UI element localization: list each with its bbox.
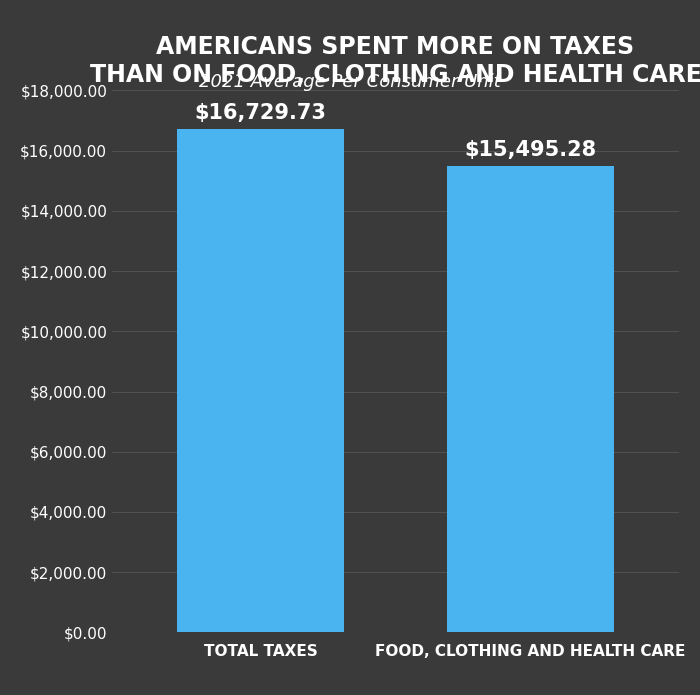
Text: 2021 Average Per Consumer Unit: 2021 Average Per Consumer Unit (199, 73, 500, 91)
Bar (447, 166, 614, 632)
Bar (177, 129, 344, 632)
Text: $15,495.28: $15,495.28 (464, 140, 596, 160)
Title: AMERICANS SPENT MORE ON TAXES
THAN ON FOOD, CLOTHING AND HEALTH CARE: AMERICANS SPENT MORE ON TAXES THAN ON FO… (90, 35, 700, 87)
Text: $16,729.73: $16,729.73 (195, 103, 326, 122)
